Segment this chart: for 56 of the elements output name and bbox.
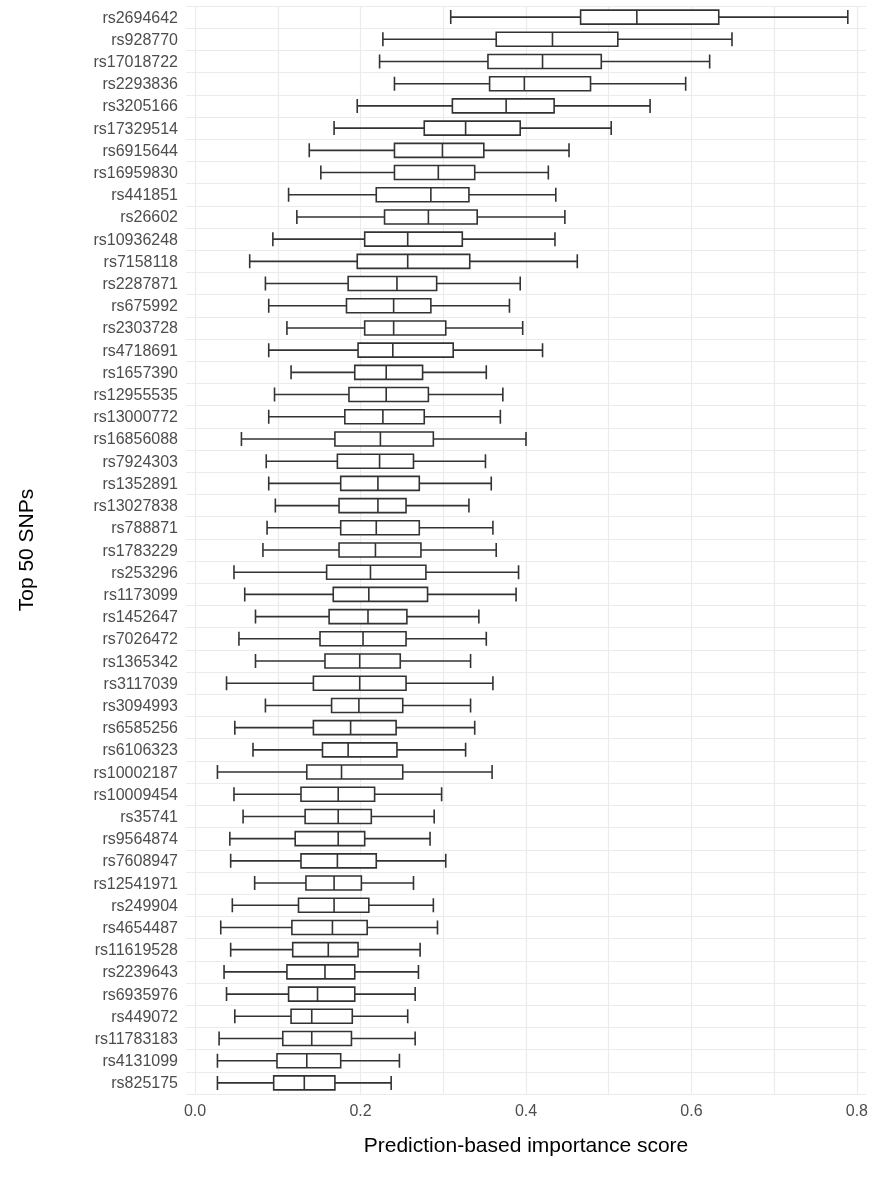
y-tick-label: rs13027838 <box>93 497 179 515</box>
x-tick-label: 0.8 <box>845 1101 869 1119</box>
y-tick-label: rs17329514 <box>93 119 179 137</box>
y-tick-label: rs11619528 <box>94 941 179 959</box>
y-tick-label: rs13000772 <box>93 408 179 426</box>
y-tick-label: rs449072 <box>111 1007 179 1025</box>
y-tick-label: rs2239643 <box>102 963 179 981</box>
y-tick-label: rs788871 <box>111 519 179 537</box>
y-tick-label: rs6915644 <box>102 141 179 159</box>
x-tick-label: 0.4 <box>514 1101 538 1119</box>
y-tick-label: rs441851 <box>111 186 179 204</box>
y-tick-label: rs16959830 <box>93 164 179 182</box>
y-tick-label: rs2303728 <box>102 319 179 337</box>
y-tick-label: rs12541971 <box>93 874 179 892</box>
y-tick-label: rs9564874 <box>102 830 179 848</box>
y-axis-title: Top 50 SNPs <box>14 488 37 612</box>
y-tick-label: rs2694642 <box>102 8 179 26</box>
y-tick-label: rs4131099 <box>102 1052 179 1070</box>
y-tick-label: rs7026472 <box>102 630 179 648</box>
y-tick-label: rs12955535 <box>93 386 179 404</box>
y-tick-label: rs1657390 <box>102 363 179 381</box>
y-tick-label: rs3117039 <box>103 674 179 692</box>
x-tick-label: 0.0 <box>183 1101 207 1119</box>
y-tick-label: rs4718691 <box>102 341 179 359</box>
y-tick-label: rs2293836 <box>102 75 179 93</box>
y-tick-label: rs7924303 <box>102 452 179 470</box>
y-tick-label: rs10009454 <box>93 785 179 803</box>
y-tick-label: rs253296 <box>111 563 179 581</box>
y-tick-label: rs4654487 <box>102 918 179 936</box>
y-tick-label: rs16856088 <box>93 430 179 448</box>
y-tick-label: rs7158118 <box>103 252 179 270</box>
y-tick-label: rs825175 <box>111 1074 179 1092</box>
y-tick-label: rs7608947 <box>102 852 179 870</box>
x-tick-label: 0.6 <box>680 1101 703 1119</box>
y-tick-label: rs1783229 <box>102 541 179 559</box>
y-tick-label: rs10936248 <box>93 230 179 248</box>
y-tick-label: rs1365342 <box>102 652 179 670</box>
y-tick-label: rs6935976 <box>102 985 179 1003</box>
y-tick-label: rs10002187 <box>93 763 179 781</box>
y-tick-label: rs11783183 <box>94 1029 179 1047</box>
y-tick-label: rs1352891 <box>102 474 179 492</box>
x-tick-label: 0.2 <box>349 1101 372 1119</box>
y-tick-label: rs1452647 <box>102 608 179 626</box>
y-tick-label: rs26602 <box>120 208 179 226</box>
y-tick-label: rs3094993 <box>102 696 179 714</box>
y-tick-label: rs3205166 <box>102 97 179 115</box>
y-tick-label: rs249904 <box>111 896 179 914</box>
y-tick-label: rs928770 <box>111 30 179 48</box>
y-tick-label: rs1173099 <box>103 585 179 603</box>
y-tick-label: rs6585256 <box>102 719 179 737</box>
x-axis-title: Prediction-based importance score <box>363 1133 689 1156</box>
y-tick-label: rs6106323 <box>102 741 179 759</box>
y-tick-label: rs675992 <box>111 297 179 315</box>
y-tick-label: rs2287871 <box>102 275 179 293</box>
y-tick-label: rs35741 <box>120 807 179 825</box>
y-tick-label: rs17018722 <box>93 53 179 71</box>
